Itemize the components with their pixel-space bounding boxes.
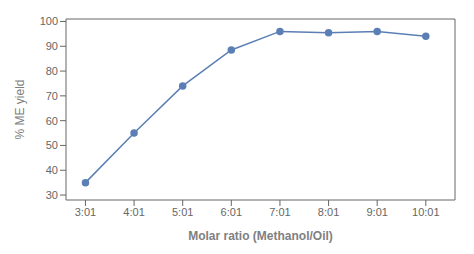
svg-text:70: 70 [46,90,58,102]
svg-text:7:01: 7:01 [269,206,290,218]
svg-text:40: 40 [46,164,58,176]
svg-text:Molar ratio (Methanol/Oil): Molar ratio (Methanol/Oil) [188,229,333,243]
svg-text:60: 60 [46,115,58,127]
svg-text:3:01: 3:01 [75,206,96,218]
svg-text:5:01: 5:01 [172,206,193,218]
svg-text:4:01: 4:01 [123,206,144,218]
svg-text:90: 90 [46,40,58,52]
svg-text:100: 100 [40,15,58,27]
svg-text:9:01: 9:01 [366,206,387,218]
svg-text:30: 30 [46,189,58,201]
svg-text:6:01: 6:01 [221,206,242,218]
svg-text:10:01: 10:01 [412,206,440,218]
svg-text:8:01: 8:01 [318,206,339,218]
svg-text:50: 50 [46,139,58,151]
svg-text:% ME yield: % ME yield [13,79,27,139]
svg-text:80: 80 [46,65,58,77]
